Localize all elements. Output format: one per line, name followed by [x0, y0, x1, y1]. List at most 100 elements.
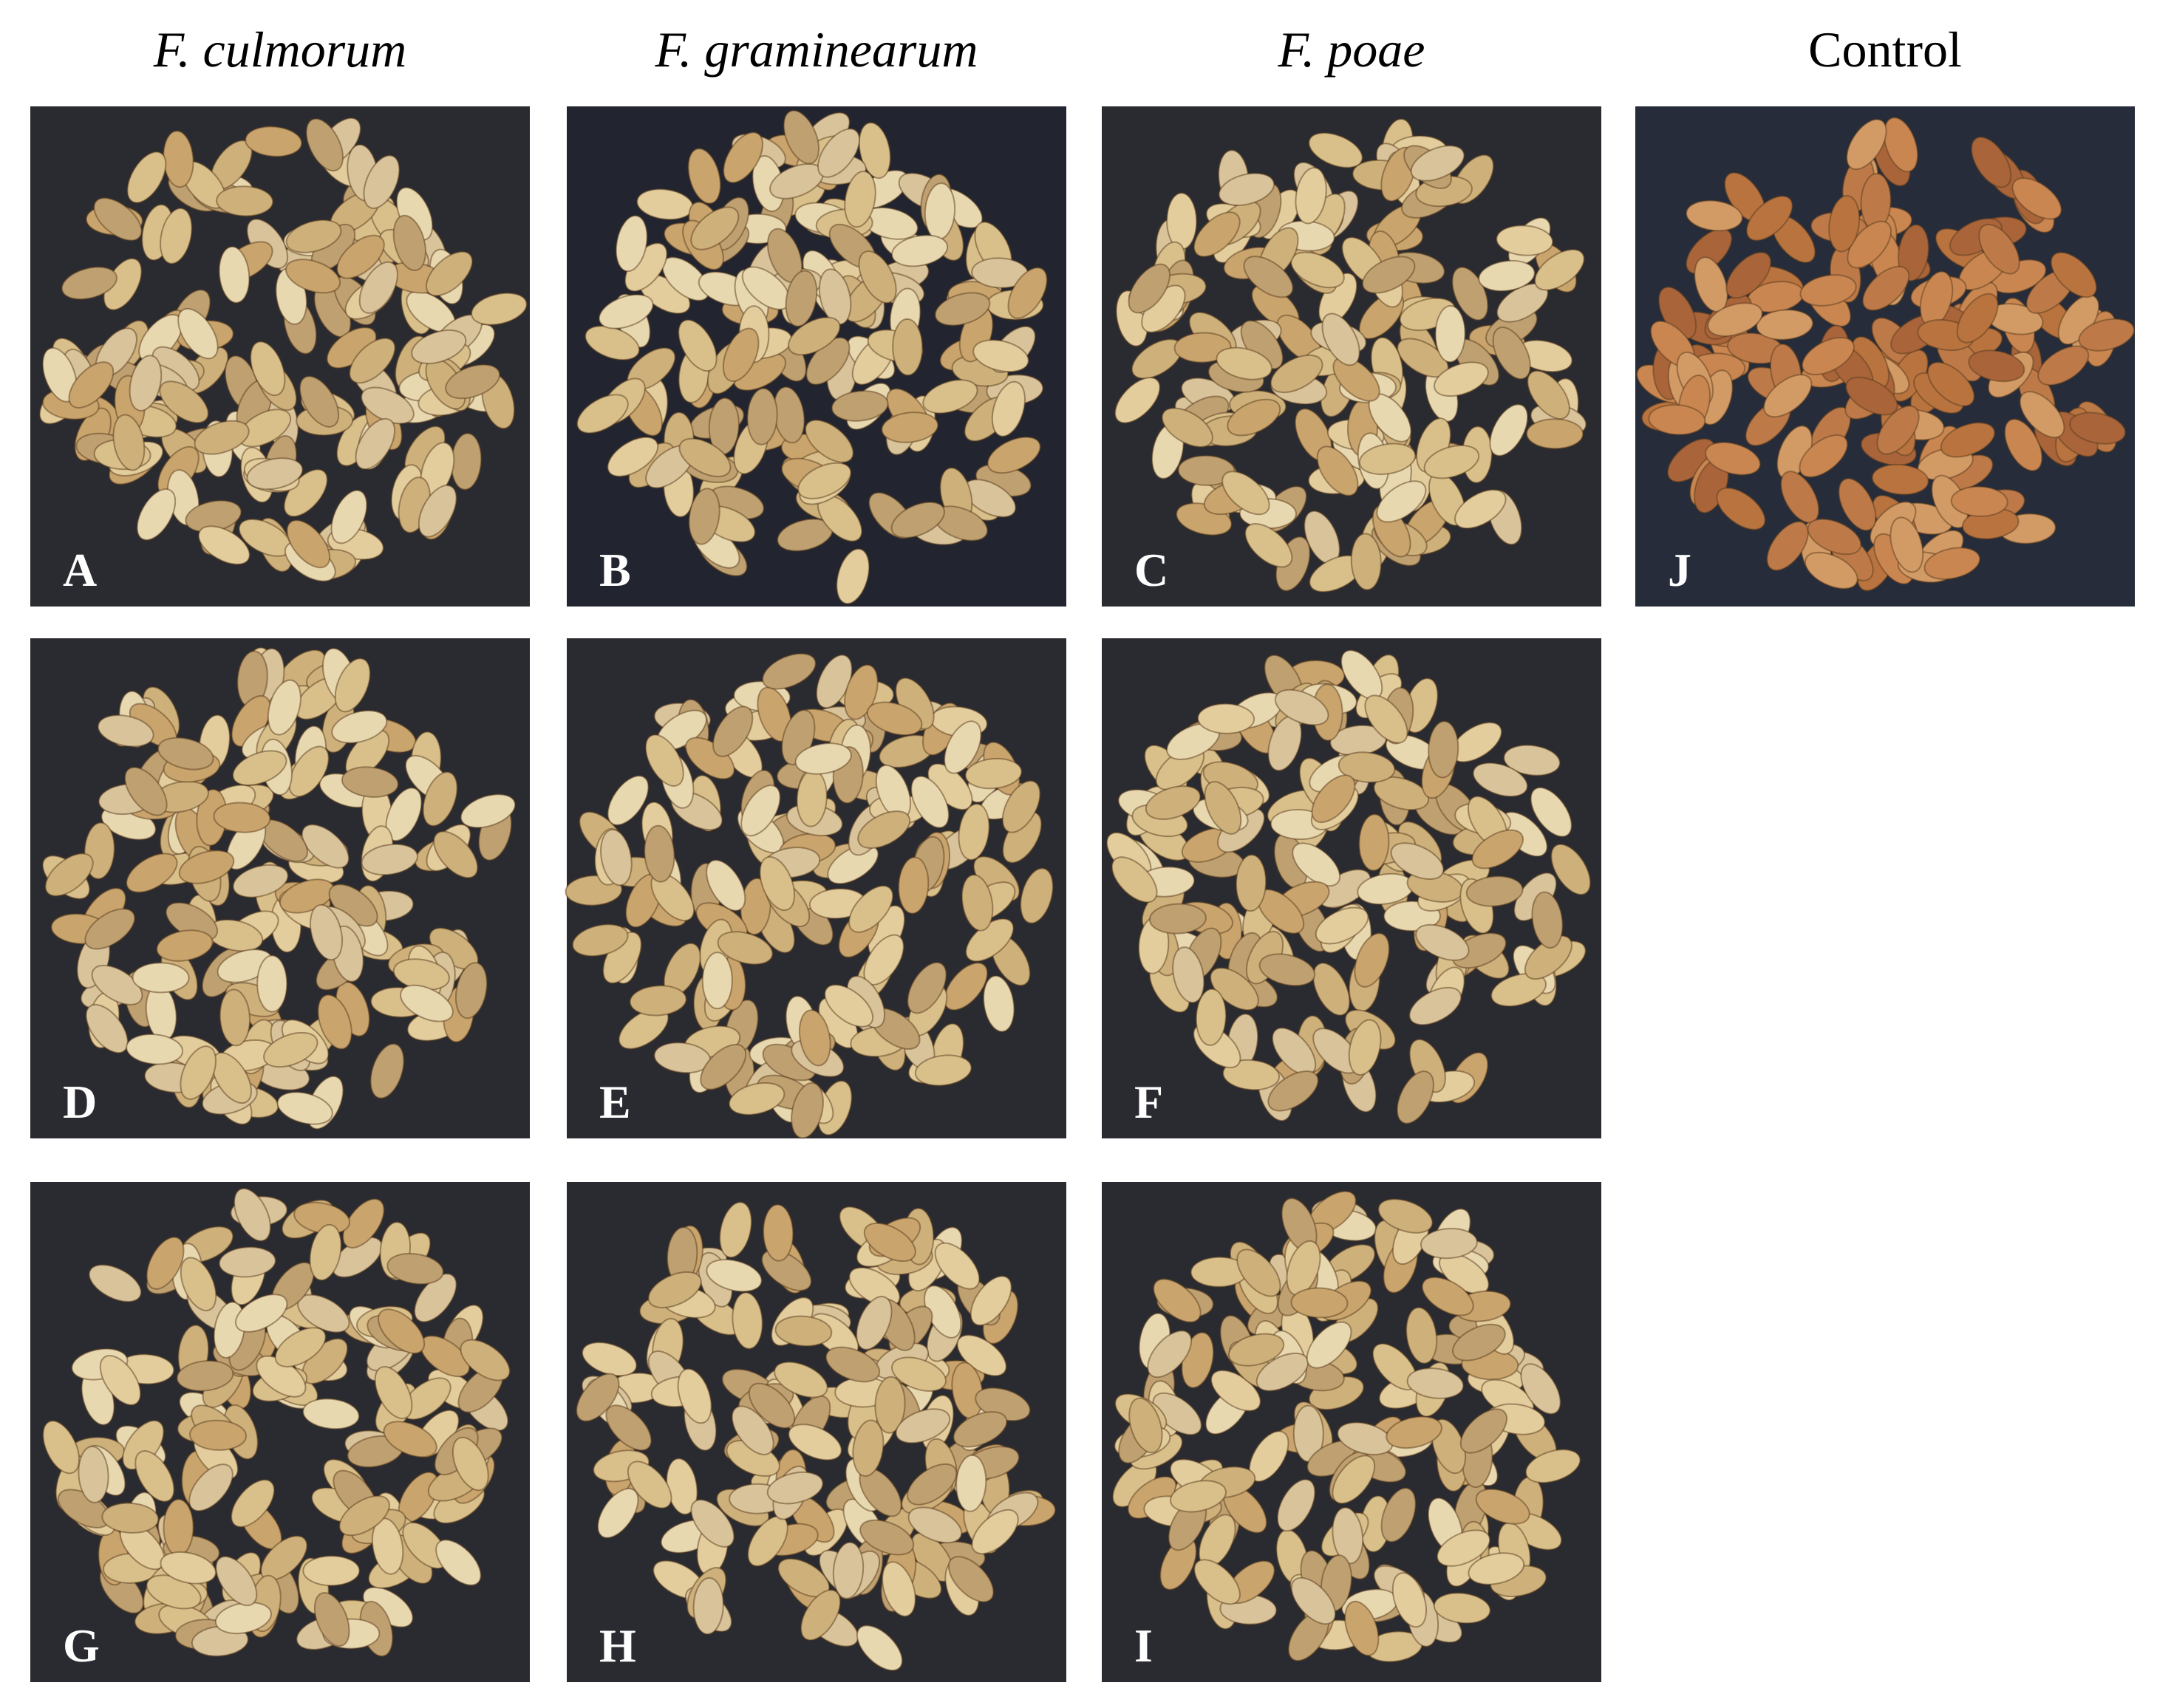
- grain: [605, 1404, 652, 1452]
- grain: [163, 1498, 194, 1557]
- grain: [355, 417, 396, 470]
- panel-label: I: [1134, 1619, 1153, 1672]
- grain: [719, 1201, 752, 1258]
- grain: [126, 853, 178, 893]
- grain: [1716, 487, 1766, 530]
- grain: [1204, 781, 1242, 835]
- grain: [1725, 251, 1772, 299]
- grain: [1111, 856, 1158, 903]
- grain: [338, 1494, 390, 1537]
- grain: [1845, 376, 1898, 416]
- grain: [78, 1445, 109, 1503]
- grain: [907, 1506, 963, 1544]
- grain: [302, 1398, 360, 1430]
- grain: [146, 1236, 185, 1290]
- grain: [1315, 906, 1369, 945]
- grain: [309, 903, 344, 961]
- grain: [762, 652, 817, 690]
- grain: [1396, 1070, 1434, 1124]
- grain: [1707, 302, 1763, 337]
- grain: [746, 387, 778, 445]
- grain: [748, 1382, 796, 1429]
- grain: [1756, 309, 1814, 341]
- grain: [342, 1198, 385, 1248]
- panel-label: F: [1134, 1076, 1163, 1128]
- grain: [411, 329, 467, 365]
- grain: [1290, 1577, 1336, 1625]
- grain: [783, 109, 819, 165]
- column-header: F. poae: [1278, 21, 1425, 78]
- grain: [1350, 533, 1382, 591]
- grain: [891, 234, 949, 267]
- grain: [1420, 1228, 1478, 1260]
- grain: [859, 1519, 915, 1556]
- grain: [1221, 471, 1270, 516]
- grain: [1897, 224, 1929, 281]
- grain: [1524, 1449, 1581, 1483]
- grain: [285, 219, 342, 253]
- grain: [953, 1411, 1008, 1448]
- grain: [678, 319, 718, 372]
- grain: [1210, 967, 1259, 1011]
- grain: [818, 268, 852, 326]
- grain: [1362, 256, 1416, 294]
- panel-label: D: [63, 1076, 97, 1128]
- grain: [1128, 1397, 1163, 1454]
- grain: [858, 250, 897, 304]
- grain: [1267, 1070, 1319, 1112]
- grain: [276, 1091, 333, 1125]
- grain: [688, 488, 720, 545]
- grain: [317, 994, 352, 1050]
- column-header: F. culmorum: [153, 21, 407, 78]
- grain: [798, 1009, 831, 1067]
- grain: [934, 1242, 981, 1290]
- grain: [234, 1187, 271, 1242]
- grain: [1478, 259, 1536, 292]
- grain: [1147, 1330, 1193, 1379]
- grain: [274, 1327, 327, 1367]
- grain: [1496, 225, 1554, 256]
- grain: [1861, 265, 1910, 311]
- grain: [112, 414, 146, 471]
- grain: [1415, 923, 1470, 961]
- grain: [766, 1471, 824, 1505]
- grain: [1799, 434, 1848, 478]
- grain: [219, 988, 251, 1047]
- grain: [189, 1419, 247, 1451]
- grain: [1344, 1600, 1380, 1656]
- grain: [1807, 518, 1862, 556]
- grain: [731, 1405, 774, 1455]
- grain: [857, 810, 911, 850]
- grain: [301, 824, 350, 869]
- grain: [1380, 1487, 1417, 1543]
- grain: [1802, 336, 1855, 376]
- grain: [1216, 346, 1272, 380]
- grain: [712, 706, 754, 757]
- grain: [1152, 1392, 1202, 1435]
- grain: [627, 1461, 672, 1509]
- grain: [129, 355, 163, 411]
- grain: [302, 1555, 361, 1587]
- grain: [831, 390, 889, 422]
- grain: [852, 1419, 885, 1478]
- grain: [213, 802, 271, 833]
- grain: [890, 501, 945, 539]
- grain: [246, 457, 304, 491]
- grain: [572, 923, 629, 957]
- grain: [1454, 489, 1507, 530]
- grain: [218, 1246, 276, 1278]
- grain: [647, 1271, 702, 1309]
- grain: [460, 793, 517, 829]
- grain: [2069, 411, 2127, 445]
- photo-panel: B: [567, 106, 1066, 607]
- grain: [1195, 988, 1227, 1046]
- grain: [706, 859, 746, 912]
- grain: [1193, 211, 1241, 258]
- grain: [299, 375, 340, 428]
- grain: [93, 197, 143, 242]
- grain: [1227, 398, 1281, 437]
- grain: [101, 1502, 160, 1534]
- grain: [922, 379, 978, 414]
- grain: [788, 316, 841, 356]
- grain: [374, 1366, 413, 1420]
